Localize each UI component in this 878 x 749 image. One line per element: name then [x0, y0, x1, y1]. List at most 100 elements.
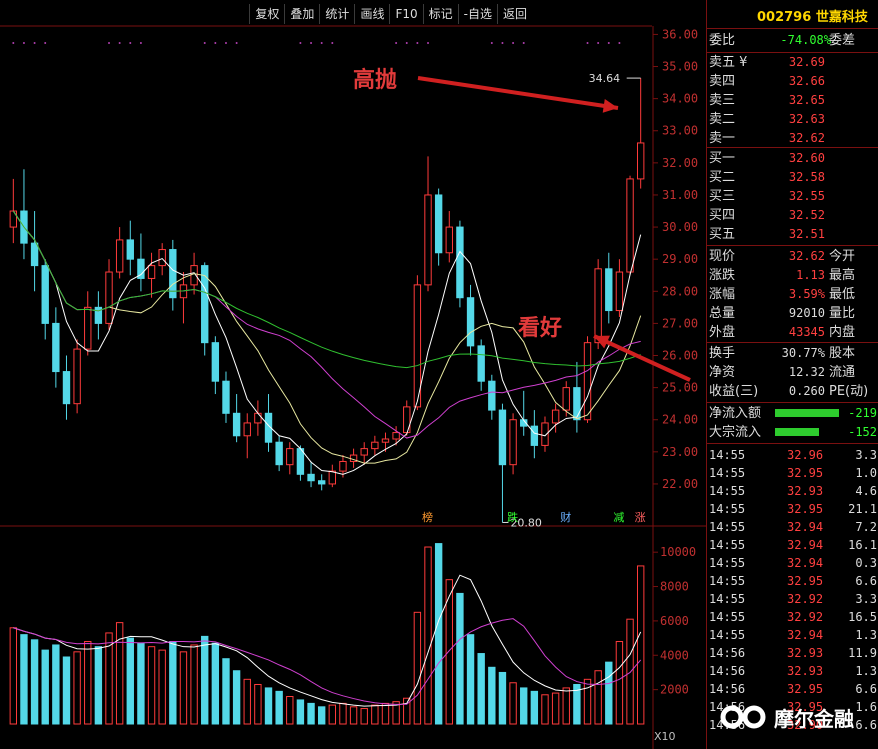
signal-dot [224, 42, 227, 44]
volume-bar [371, 704, 379, 725]
tick-time: 14:55 [709, 610, 746, 624]
flow-row: 大宗流入 -152 [707, 423, 878, 442]
tick-price: 32.94 [787, 556, 824, 570]
buy-row: 买二 32.58 [707, 168, 878, 187]
volume-bar [392, 701, 400, 725]
volume-ma10-line [13, 618, 642, 705]
stat-value: 1.13 [796, 268, 825, 282]
buy-label: 买四 [709, 208, 736, 223]
stat-label: 净资 [709, 365, 736, 380]
divider [707, 52, 878, 53]
stock-header: 002796 世嘉科技 [757, 6, 868, 25]
divider [707, 245, 878, 246]
tick-time: 14:55 [709, 592, 746, 606]
buy-price: 32.51 [788, 227, 825, 241]
chart-svg: 22.00 23.00 24.00 25.00 26.00 27.00 28.00 29.00… [0, 25, 706, 749]
candle-body [434, 194, 443, 254]
buy-label: 买二 [709, 170, 736, 185]
candle-body [254, 412, 262, 424]
event-tag: 财 [560, 510, 571, 524]
tick-volume: 6.6 [855, 682, 877, 696]
tick-price: 32.95 [787, 502, 824, 516]
candle-body [498, 409, 507, 466]
candle-body [445, 226, 453, 254]
candle-body [232, 412, 241, 437]
stat-value: 3.59% [788, 287, 825, 301]
candle-body [456, 226, 464, 299]
tick-price: 32.95 [787, 682, 824, 696]
event-tag: 涨 [635, 511, 646, 524]
volume-bar [307, 702, 315, 725]
volume-bar [445, 579, 453, 725]
weibi-label: 委比 [709, 33, 736, 48]
sell-price: 32.69 [788, 55, 825, 69]
volume-tick-label: 8000 [660, 580, 689, 594]
volume-bar [264, 687, 273, 725]
volume-bar [349, 706, 358, 725]
volume-bar [105, 632, 113, 725]
volume-bar [275, 690, 283, 725]
buy-label: 买五 [709, 227, 736, 242]
toolbar-huaxian[interactable]: 画线 [354, 4, 389, 24]
volume-bar [594, 670, 602, 725]
signal-dot [129, 42, 132, 44]
candle-body [551, 409, 560, 424]
candle-body [147, 265, 156, 279]
stock-name: 世嘉科技 [815, 10, 868, 25]
signal-dot [203, 42, 206, 44]
toolbar-tongji[interactable]: 统计 [319, 4, 354, 24]
toolbar-diejia[interactable]: 叠加 [284, 4, 319, 24]
stat-label: 现价 [709, 249, 736, 264]
buy-label: 买一 [709, 151, 736, 166]
flow-value: -219 [848, 406, 877, 420]
volume-bar [254, 683, 262, 725]
signal-dot [512, 42, 515, 44]
tick-price: 32.95 [787, 574, 824, 588]
candle-body [62, 371, 71, 405]
candle-body [158, 249, 166, 267]
tick-time: 14:55 [709, 502, 746, 516]
arrow-high-sell [417, 76, 619, 110]
toolbar-zixuan[interactable]: -自选 [457, 4, 497, 24]
signal-dot [299, 42, 302, 44]
volume-bar [520, 687, 528, 725]
toolbar-biaoji[interactable]: 标记 [422, 4, 458, 24]
flow-label: 大宗流入 [709, 425, 762, 440]
kline-chart[interactable]: 复权 叠加 统计 画线 F10 标记 -自选 返回 22.00 23.00 24.0… [0, 0, 706, 749]
annotation-high-sell: 高抛 [353, 67, 398, 93]
annotation-bullish: 看好 [518, 315, 563, 341]
sell-row: 卖五 ¥ 32.69 [707, 53, 878, 72]
sell-row: 卖三 32.65 [707, 91, 878, 110]
stat-label: 换手 [709, 346, 736, 361]
volume-bar [201, 635, 209, 725]
stat-label: 涨幅 [709, 287, 736, 302]
weibi-row: 委比 -74.08% 委差 [707, 31, 878, 50]
buy-price: 32.55 [788, 189, 825, 203]
candle-body [126, 239, 134, 260]
volume-bar [583, 678, 592, 725]
stat-value: 0.260 [788, 384, 825, 398]
candle-body [339, 460, 347, 472]
price-tick-label: 28.00 [662, 284, 698, 298]
candle-body [296, 448, 305, 475]
candle-body [243, 422, 251, 437]
stat-row: 总量 92010 量比 [707, 304, 878, 323]
stat-right-label: 最高 [829, 268, 856, 283]
volume-bar [126, 637, 134, 725]
volume-bar [30, 639, 39, 725]
volume-bar [169, 641, 177, 725]
ma60-line [12, 210, 641, 369]
toolbar-fanhui[interactable]: 返回 [496, 4, 532, 24]
tick-row: 14:56 32.95 6.6 [707, 680, 878, 698]
stock-code: 002796 [757, 10, 812, 25]
toolbar-f10[interactable]: F10 [389, 4, 422, 24]
signal-dot [405, 42, 408, 44]
candle-body [52, 322, 60, 373]
price-tick-label: 33.00 [662, 124, 698, 138]
candle-body [488, 380, 496, 411]
candle-body [562, 387, 570, 411]
toolbar-fuquan[interactable]: 复权 [249, 4, 284, 24]
volume-tick-label: 6000 [660, 614, 689, 628]
signal-dot [607, 42, 610, 44]
volume-bar [477, 653, 485, 725]
